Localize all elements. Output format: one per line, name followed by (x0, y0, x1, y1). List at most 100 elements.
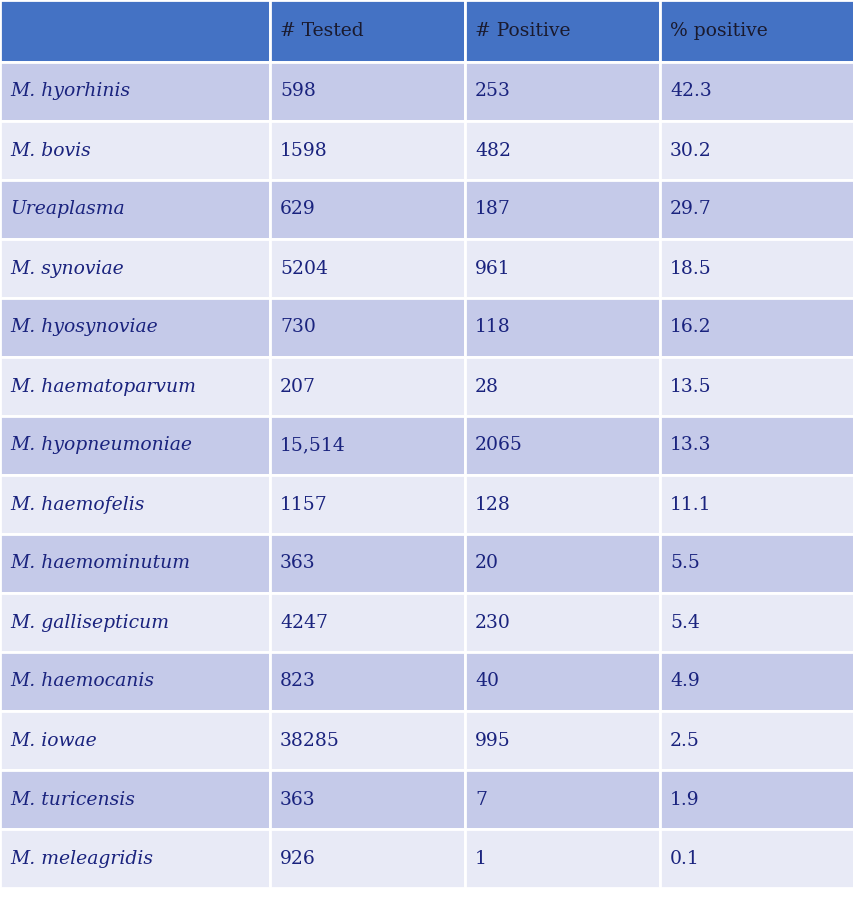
Text: 1157: 1157 (280, 496, 328, 513)
Text: M. gallisepticum: M. gallisepticum (10, 614, 169, 632)
Bar (0, 652, 270, 711)
Bar (270, 770, 464, 829)
Text: 363: 363 (280, 555, 316, 573)
Bar (0, 829, 270, 888)
Text: 38285: 38285 (280, 731, 339, 749)
Bar (270, 298, 464, 357)
Text: 118: 118 (474, 319, 510, 337)
Text: 926: 926 (280, 850, 316, 868)
Text: M. hyorhinis: M. hyorhinis (10, 82, 130, 100)
Bar (0, 475, 270, 534)
Text: 995: 995 (474, 731, 510, 749)
Bar (270, 239, 464, 298)
Text: % positive: % positive (670, 22, 767, 40)
Bar (270, 829, 464, 888)
Text: M. iowae: M. iowae (10, 731, 96, 749)
Bar (659, 298, 853, 357)
Text: Ureaplasma: Ureaplasma (10, 201, 125, 218)
Text: 42.3: 42.3 (670, 82, 711, 100)
Text: 11.1: 11.1 (670, 496, 711, 513)
Text: M. haemocanis: M. haemocanis (10, 672, 154, 691)
Text: # Tested: # Tested (280, 22, 363, 40)
Bar (270, 62, 464, 121)
Bar (464, 416, 659, 475)
Bar (0, 121, 270, 180)
Bar (464, 357, 659, 416)
Bar (659, 711, 853, 770)
Text: 7: 7 (474, 790, 486, 808)
Bar (464, 180, 659, 239)
Text: 20: 20 (474, 555, 498, 573)
Text: M. bovis: M. bovis (10, 141, 90, 159)
Bar (0, 770, 270, 829)
Text: 207: 207 (280, 377, 316, 395)
Text: M. hyosynoviae: M. hyosynoviae (10, 319, 158, 337)
Text: M. hyopneumoniae: M. hyopneumoniae (10, 436, 192, 454)
Text: 18.5: 18.5 (670, 260, 711, 278)
Bar (464, 475, 659, 534)
Bar (270, 593, 464, 652)
Bar (0, 534, 270, 593)
Text: 0.1: 0.1 (670, 850, 699, 868)
Text: M. haematoparvum: M. haematoparvum (10, 377, 195, 395)
Text: 4.9: 4.9 (670, 672, 699, 691)
Text: 13.5: 13.5 (670, 377, 711, 395)
Text: M. synoviae: M. synoviae (10, 260, 124, 278)
Bar (270, 534, 464, 593)
Text: 961: 961 (474, 260, 510, 278)
Bar (464, 0, 659, 62)
Text: 823: 823 (280, 672, 316, 691)
Bar (0, 239, 270, 298)
Text: 13.3: 13.3 (670, 436, 711, 454)
Text: M. turicensis: M. turicensis (10, 790, 135, 808)
Bar (270, 121, 464, 180)
Bar (464, 239, 659, 298)
Bar (659, 593, 853, 652)
Bar (0, 298, 270, 357)
Text: 4247: 4247 (280, 614, 328, 632)
Bar (464, 829, 659, 888)
Bar (659, 829, 853, 888)
Bar (270, 0, 464, 62)
Bar (0, 62, 270, 121)
Bar (659, 357, 853, 416)
Text: 16.2: 16.2 (670, 319, 711, 337)
Bar (0, 357, 270, 416)
Text: M. haemominutum: M. haemominutum (10, 555, 189, 573)
Text: 629: 629 (280, 201, 316, 218)
Text: 30.2: 30.2 (670, 141, 711, 159)
Bar (0, 416, 270, 475)
Bar (659, 770, 853, 829)
Text: 2.5: 2.5 (670, 731, 699, 749)
Text: 5204: 5204 (280, 260, 328, 278)
Bar (464, 593, 659, 652)
Text: 482: 482 (474, 141, 510, 159)
Bar (270, 475, 464, 534)
Bar (0, 593, 270, 652)
Text: 128: 128 (474, 496, 510, 513)
Text: 187: 187 (474, 201, 510, 218)
Bar (659, 121, 853, 180)
Bar (659, 180, 853, 239)
Text: 1: 1 (474, 850, 486, 868)
Bar (0, 711, 270, 770)
Text: M. meleagridis: M. meleagridis (10, 850, 153, 868)
Bar (270, 357, 464, 416)
Bar (464, 121, 659, 180)
Bar (464, 298, 659, 357)
Bar (659, 416, 853, 475)
Bar (464, 534, 659, 593)
Bar (659, 534, 853, 593)
Text: # Positive: # Positive (474, 22, 570, 40)
Bar (270, 180, 464, 239)
Text: 598: 598 (280, 82, 316, 100)
Bar (0, 0, 270, 62)
Bar (659, 0, 853, 62)
Text: 15,514: 15,514 (280, 436, 345, 454)
Bar (464, 770, 659, 829)
Bar (464, 711, 659, 770)
Bar (270, 711, 464, 770)
Bar (0, 180, 270, 239)
Bar (464, 652, 659, 711)
Text: 5.5: 5.5 (670, 555, 699, 573)
